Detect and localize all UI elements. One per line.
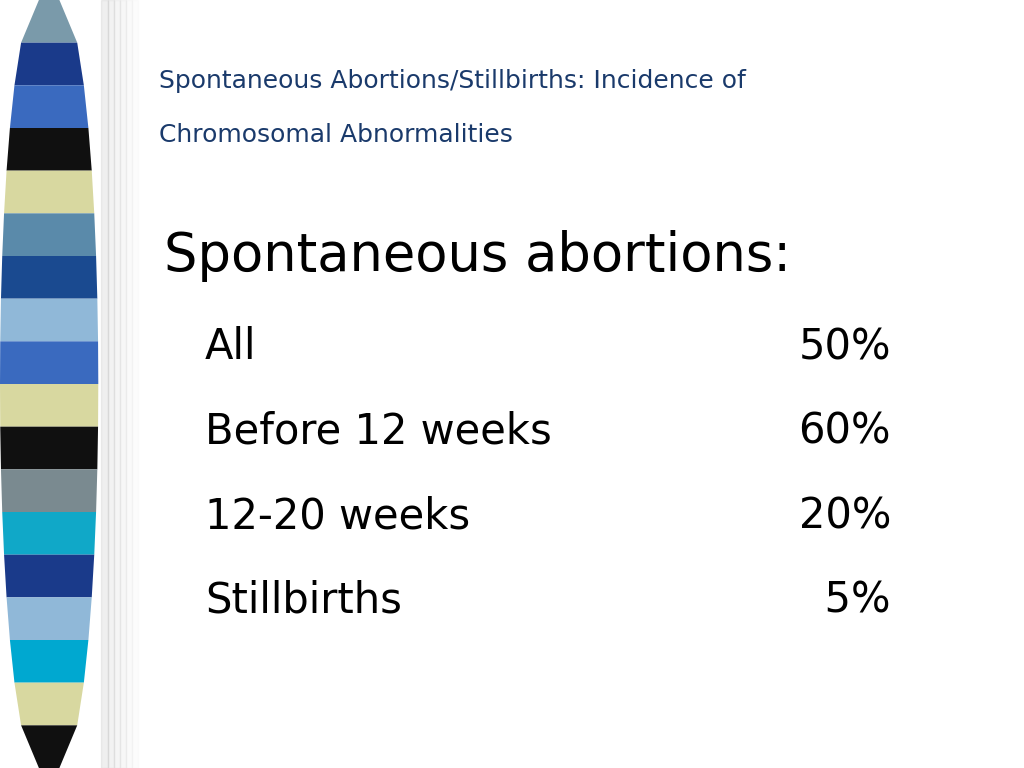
Polygon shape [0,384,98,427]
Polygon shape [6,598,92,640]
Polygon shape [22,725,77,768]
Polygon shape [2,512,96,554]
Text: 12-20 weeks: 12-20 weeks [205,495,470,538]
Text: Stillbirths: Stillbirths [205,580,401,622]
Polygon shape [0,427,98,469]
Polygon shape [10,640,88,683]
Text: 60%: 60% [799,411,891,453]
Text: 5%: 5% [799,580,891,622]
Polygon shape [1,469,97,512]
Polygon shape [0,341,98,384]
Polygon shape [14,683,84,725]
Text: All: All [205,326,256,369]
Text: Spontaneous Abortions/Stillbirths: Incidence of: Spontaneous Abortions/Stillbirths: Incid… [159,69,745,93]
Text: 20%: 20% [799,495,891,538]
Polygon shape [4,170,94,214]
Text: Before 12 weeks: Before 12 weeks [205,411,552,453]
Polygon shape [22,0,77,43]
Text: Chromosomal Abnormalities: Chromosomal Abnormalities [159,123,513,147]
Polygon shape [6,128,92,170]
Polygon shape [10,85,88,128]
Polygon shape [4,554,94,598]
Text: 50%: 50% [799,326,891,369]
Polygon shape [2,214,96,256]
Polygon shape [0,299,98,341]
Text: Spontaneous abortions:: Spontaneous abortions: [164,230,791,283]
Polygon shape [14,43,84,85]
Polygon shape [1,256,97,299]
